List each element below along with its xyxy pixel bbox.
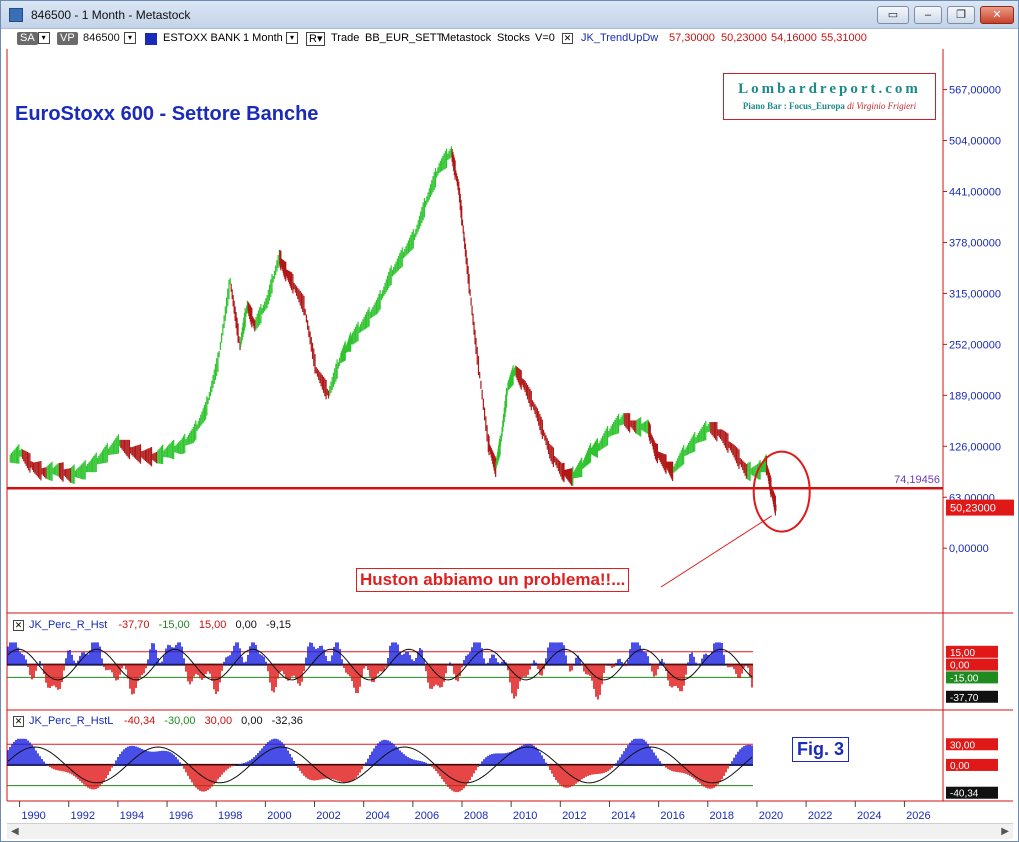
chart-area[interactable]: 0,0000063,00000126,00000189,00000252,000… [1, 49, 1018, 823]
panel2-axis-label: 30,00 [950, 740, 975, 751]
indicator-label: JK_TrendUpDw [581, 32, 659, 44]
minimize-button[interactable]: – [914, 6, 942, 24]
close-icon[interactable]: ✕ [13, 716, 24, 727]
template-label: BB_EUR_SETT [365, 32, 444, 44]
panel2-header: ✕ JK_Perc_R_HstL -40,34 -30,00 30,00 0,00… [13, 715, 303, 727]
stocks-label: Stocks [497, 32, 531, 44]
panel2-axis-label: -40,34 [950, 789, 979, 800]
x-tick-label: 1998 [218, 810, 242, 822]
indicator-value: 54,16000 [771, 32, 817, 44]
last-price-box [946, 499, 1014, 516]
panel1-axis-label: -37,70 [950, 693, 979, 704]
highlight-ellipse [752, 450, 811, 533]
indicator-value: 57,30000 [669, 32, 715, 44]
panel2-axis-label: 0,00 [950, 761, 970, 772]
x-tick-label: 1996 [169, 810, 193, 822]
window-title: 846500 - 1 Month - Metastock [31, 8, 191, 22]
x-tick-label: 2004 [365, 810, 389, 822]
panel1-axis-label: 0,00 [950, 661, 970, 672]
chart-toolbar: SA ▾ VP 846500 ▾ ESTOXX BANK 1 Month ▾ R▾… [1, 29, 1018, 49]
panel1-header: ✕ JK_Perc_R_Hst -37,70 -15,00 15,00 0,00 … [13, 619, 292, 631]
x-tick-label: 2012 [562, 810, 586, 822]
x-tick-label: 2018 [710, 810, 734, 822]
symbol-label: 846500 [83, 32, 120, 44]
chevron-down-icon[interactable]: ▾ [37, 32, 50, 45]
restore-layout-button[interactable]: ▭ [877, 6, 909, 24]
indicator-value: 50,23000 [721, 32, 767, 44]
price-series [9, 146, 777, 516]
close-icon[interactable]: ✕ [562, 33, 573, 44]
chevron-down-icon[interactable]: ▾ [286, 32, 298, 45]
x-tick-label: 2020 [759, 810, 783, 822]
x-tick-label: 1994 [120, 810, 144, 822]
panel1-axis-box [946, 658, 998, 671]
series-color-swatch[interactable] [145, 33, 157, 45]
x-tick-label: 2024 [857, 810, 881, 822]
x-tick-label: 2016 [660, 810, 684, 822]
last-price-label: 50,23000 [950, 503, 996, 515]
panel1-axis-label: 15,00 [950, 648, 975, 659]
panel2-signal-line [7, 746, 753, 784]
x-tick-label: 2010 [513, 810, 537, 822]
panel1-signal-line [7, 648, 753, 681]
brand-box: Lombardreport.com Piano Bar : Focus_Euro… [723, 73, 936, 120]
x-tick-label: 2000 [267, 810, 291, 822]
chart-title: EuroStoxx 600 - Settore Banche [15, 103, 319, 125]
panel1-bars [7, 642, 753, 700]
horizontal-scrollbar[interactable]: ◀ ▶ [7, 823, 1013, 839]
y-tick-label: 567,00000 [949, 85, 1001, 97]
close-icon[interactable]: ✕ [13, 620, 24, 631]
x-tick-label: 1990 [21, 810, 45, 822]
trade-label: Trade [331, 32, 360, 44]
panel2-axis-box [946, 786, 998, 799]
figure-label: Fig. 3 [792, 737, 850, 762]
panel1-axis-box [946, 690, 998, 703]
x-tick-label: 2026 [906, 810, 930, 822]
y-tick-label: 378,00000 [949, 237, 1001, 249]
vp-button[interactable]: VP [57, 32, 78, 45]
panel2-axis-box [946, 758, 998, 771]
x-tick-label: 2006 [415, 810, 439, 822]
source-label: Metastock [441, 32, 492, 44]
title-bar: 846500 - 1 Month - Metastock ▭ – ❐ ✕ [1, 1, 1018, 29]
y-tick-label: 441,00000 [949, 187, 1001, 199]
scroll-left-icon[interactable]: ◀ [11, 826, 19, 837]
scroll-right-icon[interactable]: ▶ [1001, 826, 1009, 837]
x-tick-label: 2022 [808, 810, 832, 822]
close-button[interactable]: ✕ [980, 6, 1014, 24]
y-tick-label: 126,00000 [949, 441, 1001, 453]
security-name: ESTOXX BANK [163, 32, 241, 44]
panel1-axis-label: -15,00 [950, 673, 979, 684]
y-tick-label: 504,00000 [949, 136, 1001, 148]
x-tick-label: 1992 [70, 810, 94, 822]
volume-label: V=0 [535, 32, 555, 44]
callout-pointer [660, 515, 772, 588]
brand-name: Lombardreport.com [738, 81, 921, 97]
r-dropdown[interactable]: R▾ [306, 32, 326, 46]
x-tick-label: 2014 [611, 810, 635, 822]
app-icon [9, 8, 23, 22]
x-tick-label: 2002 [316, 810, 340, 822]
y-tick-label: 0,00000 [949, 543, 989, 555]
panel1-axis-box [946, 645, 998, 658]
panel2-axis-box [946, 738, 998, 751]
indicator-value: 55,31000 [821, 32, 867, 44]
maximize-button[interactable]: ❐ [947, 6, 975, 24]
y-tick-label: 189,00000 [949, 390, 1001, 402]
brand-subtitle: Piano Bar : Focus_Europa di Virginio Fri… [742, 101, 917, 111]
y-tick-label: 315,00000 [949, 288, 1001, 300]
callout-annotation: Huston abbiamo un problema!!... [356, 568, 630, 592]
chevron-down-icon[interactable]: ▾ [124, 32, 136, 45]
period-label: 1 Month [243, 32, 283, 44]
support-line-label: 74,19456 [894, 474, 940, 486]
panel1-axis-box [946, 671, 998, 684]
panel2-bars [7, 738, 753, 793]
x-tick-label: 2008 [464, 810, 488, 822]
y-tick-label: 252,00000 [949, 339, 1001, 351]
sa-button[interactable]: SA [17, 32, 38, 45]
